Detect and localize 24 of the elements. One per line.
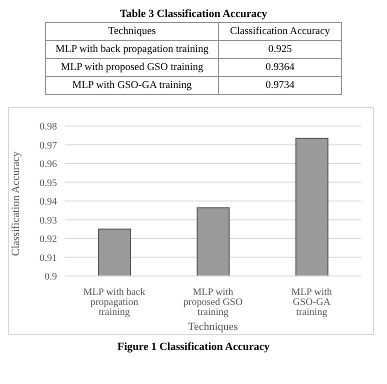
y-tick-label: 0.9	[44, 272, 57, 283]
text: Classification Accuracy	[218, 22, 342, 40]
y-tick-label: 0.96	[40, 159, 57, 170]
category-label: MLP with GSO-GA training	[46, 76, 218, 94]
data-label: 0.9364	[218, 58, 342, 76]
y-tick-label: 0.92	[40, 234, 57, 246]
y-axis-title: Classification Accuracy	[10, 150, 22, 256]
y-tick-label: 0.95	[40, 178, 57, 189]
x-axis-title: Techniques	[188, 321, 238, 333]
text: Table 3 Classification Accuracy	[118, 8, 268, 20]
x-tick-label: MLP with GSO-GA training	[291, 287, 332, 318]
category-label: MLP with back propagation training	[46, 40, 218, 58]
x-tick-label: MLP with back propagation training	[83, 287, 146, 318]
category-label: MLP with proposed GSO training	[46, 58, 218, 76]
data-label: 0.9734	[218, 76, 342, 94]
x-tick-label: MLP with proposed GSO training	[183, 287, 243, 318]
y-tick-label: 0.97	[40, 140, 57, 152]
y-tick-label: 0.91	[40, 252, 57, 264]
text: Figure 1 Classification Accuracy	[116, 341, 271, 353]
text: Techniques	[46, 22, 218, 40]
data-label: 0.925	[218, 40, 342, 58]
y-tick-label: 0.98	[40, 122, 57, 133]
y-tick-label: 0.93	[40, 215, 57, 226]
y-tick-label: 0.94	[40, 196, 57, 208]
